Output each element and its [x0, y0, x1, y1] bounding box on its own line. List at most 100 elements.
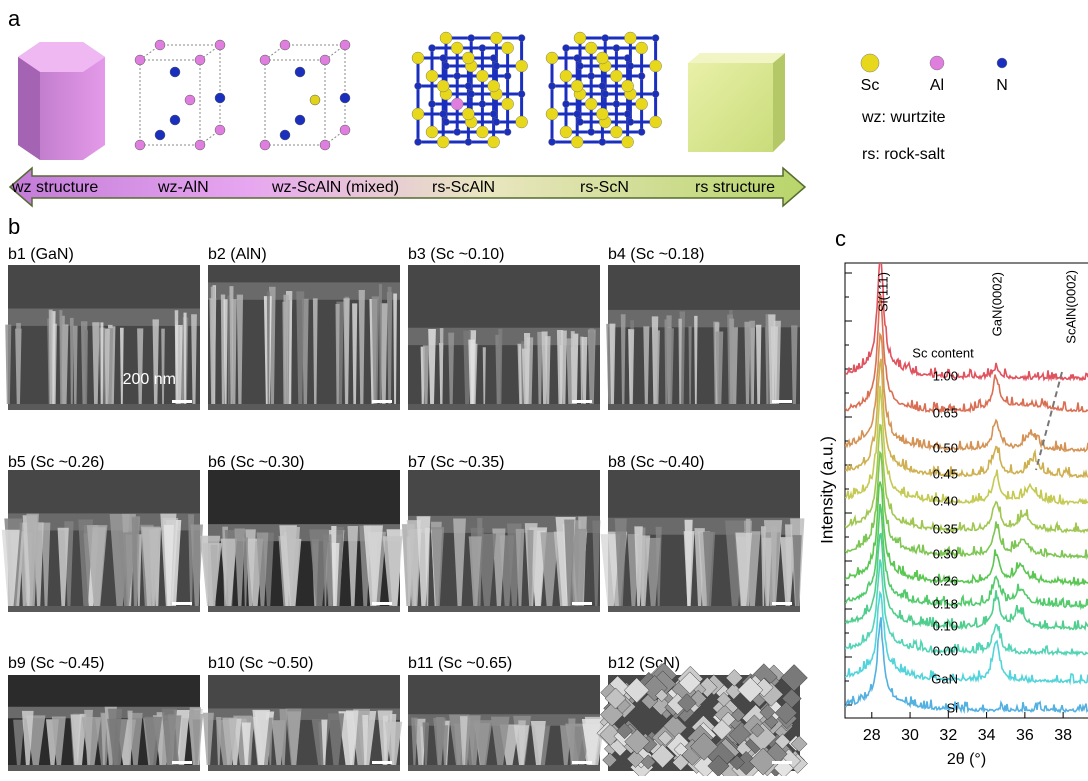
nanowire: [209, 298, 217, 404]
nanowire: [191, 314, 197, 404]
atom: [562, 44, 570, 52]
atom: [428, 100, 436, 108]
atom: [626, 62, 635, 70]
substrate: [208, 404, 400, 410]
atom: [453, 128, 461, 136]
crystal: [749, 747, 778, 776]
atom: [425, 125, 439, 139]
film-top: [408, 327, 600, 346]
substrate: [8, 765, 200, 771]
atom: [573, 31, 587, 45]
nanowire: [414, 718, 426, 765]
atom: [598, 82, 607, 90]
nanowire: [416, 516, 431, 606]
crystal: [780, 664, 808, 692]
atom: [573, 110, 581, 118]
nanowire: [70, 714, 82, 765]
sem-image: [600, 470, 805, 612]
nanowire: [448, 332, 455, 404]
nanowire: [279, 709, 288, 765]
nanowire: [16, 322, 21, 404]
nanowire: [331, 525, 337, 606]
scale-bar: [572, 761, 592, 764]
nanowire: [119, 327, 124, 404]
nanowire: [498, 328, 503, 404]
nanowire: [309, 529, 330, 606]
crystal: [774, 701, 798, 725]
nanowire: [515, 528, 525, 606]
nanowire: [729, 318, 735, 404]
arrow-label: wz-AlN: [157, 179, 209, 196]
nanowire: [645, 537, 661, 606]
nanowire: [411, 717, 418, 765]
nanowire: [422, 722, 430, 765]
crystal: [716, 691, 732, 707]
atom: [635, 97, 648, 111]
nanowire: [223, 299, 228, 404]
nanowire: [378, 284, 383, 404]
scale-bar: [172, 400, 192, 403]
atom: [587, 72, 595, 80]
atom: [637, 72, 646, 80]
atom: [624, 31, 637, 45]
nanowire: [101, 713, 107, 765]
nanowire: [589, 328, 594, 404]
xrd-curve: [845, 358, 1088, 479]
arrow-label: rs structure: [695, 179, 775, 196]
nanowire: [620, 314, 626, 404]
nanowire: [234, 528, 246, 606]
sample-label: 0.18: [933, 596, 958, 611]
nanowire: [51, 716, 66, 765]
cell-frame: [138, 44, 222, 146]
image-title: b7 (Sc ~0.35): [408, 454, 505, 471]
atom: [576, 118, 584, 126]
nanowire: [183, 312, 187, 404]
nanowire: [190, 524, 203, 606]
atom: [501, 97, 514, 111]
atom: [576, 62, 584, 70]
sample-label: 0.10: [933, 618, 958, 633]
atom: [169, 114, 181, 126]
sem-image: [606, 265, 800, 410]
xrd-curve: [845, 331, 1088, 453]
atom: [294, 114, 306, 126]
nanowire: [387, 286, 392, 404]
atom: [309, 94, 321, 106]
atom: [476, 69, 489, 83]
substrate: [408, 404, 600, 410]
nanowire: [363, 525, 383, 606]
crystal: [602, 752, 618, 768]
atom: [587, 128, 595, 136]
wurtzite-cells: [134, 39, 351, 151]
sample-label: 0.30: [933, 546, 958, 561]
atom: [339, 39, 351, 51]
nanowire: [406, 536, 412, 606]
image-title: b4 (Sc ~0.18): [608, 246, 705, 263]
atom: [612, 100, 621, 108]
sem-image: [208, 265, 400, 410]
nanowire: [537, 331, 543, 404]
film-top: [208, 708, 400, 720]
scale-bar: [572, 602, 592, 605]
sem-image: [200, 470, 404, 612]
nanowire: [296, 291, 305, 404]
nanowire: [321, 719, 328, 765]
scale-bar: [172, 761, 192, 764]
nanowire: [216, 716, 222, 765]
atom: [467, 34, 475, 42]
atom: [562, 100, 570, 108]
nanowire: [236, 294, 244, 404]
panel-label: a: [8, 6, 21, 31]
sample-label: 0.00: [933, 643, 958, 658]
nanowire: [59, 310, 63, 404]
atom: [601, 90, 609, 98]
nanowire: [69, 317, 74, 404]
nanowire: [477, 533, 497, 606]
nanowire: [540, 532, 559, 606]
nanowire: [210, 544, 218, 606]
sem-image: [408, 265, 600, 410]
arrow-label: rs-ScAlN: [432, 179, 495, 196]
atom: [414, 82, 422, 90]
atom: [439, 31, 453, 45]
atom: [414, 138, 422, 146]
